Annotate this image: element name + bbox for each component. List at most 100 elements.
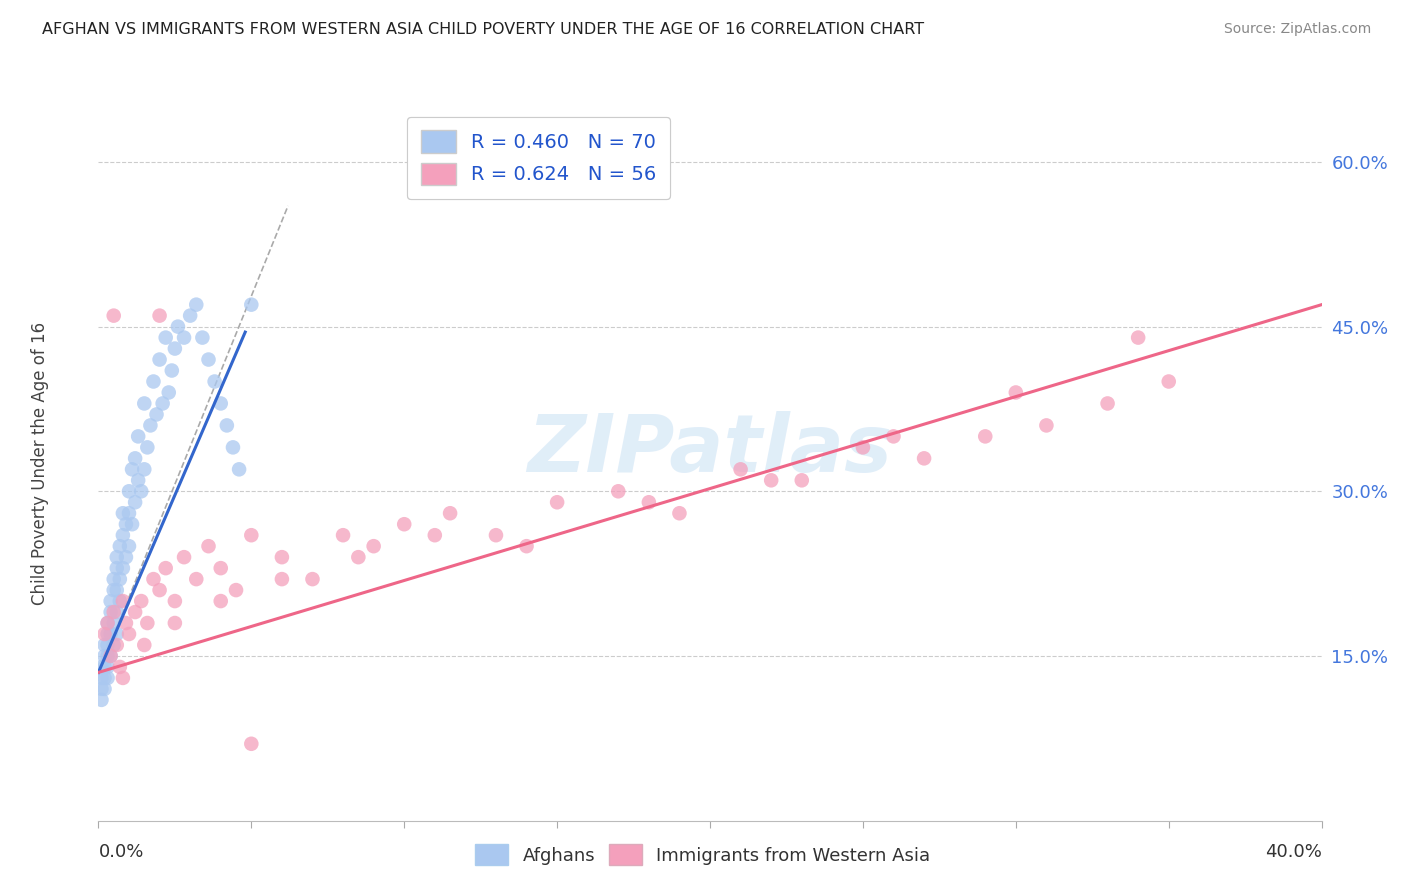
- Text: ZIPatlas: ZIPatlas: [527, 410, 893, 489]
- Point: [115, 615, 138, 630]
- Point: [93, 660, 115, 674]
- Point: [111, 594, 134, 608]
- Point: [100, 648, 122, 663]
- Point: [97, 648, 120, 663]
- Point: [105, 638, 128, 652]
- Point: [1128, 330, 1150, 344]
- Point: [173, 550, 195, 565]
- Point: [790, 473, 813, 487]
- Point: [108, 594, 131, 608]
- Point: [100, 594, 122, 608]
- Point: [103, 638, 125, 652]
- Point: [127, 473, 149, 487]
- Point: [186, 572, 208, 586]
- Point: [163, 615, 186, 630]
- Point: [108, 660, 131, 674]
- Point: [93, 627, 115, 641]
- Point: [179, 309, 201, 323]
- Point: [883, 429, 905, 443]
- Point: [129, 484, 152, 499]
- Point: [209, 561, 232, 575]
- Point: [105, 605, 128, 619]
- Point: [142, 572, 165, 586]
- Point: [1097, 396, 1119, 410]
- Point: [124, 495, 146, 509]
- Point: [228, 462, 250, 476]
- Point: [97, 627, 120, 641]
- Point: [186, 298, 208, 312]
- Point: [136, 615, 159, 630]
- Point: [105, 561, 128, 575]
- Point: [136, 441, 159, 455]
- Text: Source: ZipAtlas.com: Source: ZipAtlas.com: [1223, 22, 1371, 37]
- Point: [97, 638, 120, 652]
- Point: [439, 506, 461, 520]
- Text: 0.0%: 0.0%: [98, 843, 143, 861]
- Point: [90, 671, 112, 685]
- Point: [111, 528, 134, 542]
- Point: [163, 342, 186, 356]
- Point: [145, 408, 167, 422]
- Point: [222, 441, 245, 455]
- Point: [121, 517, 143, 532]
- Point: [423, 528, 446, 542]
- Point: [93, 648, 115, 663]
- Point: [270, 572, 292, 586]
- Point: [1035, 418, 1057, 433]
- Point: [115, 517, 138, 532]
- Point: [197, 352, 219, 367]
- Point: [103, 309, 125, 323]
- Point: [167, 319, 190, 334]
- Text: Child Poverty Under the Age of 16: Child Poverty Under the Age of 16: [31, 322, 49, 606]
- Point: [142, 375, 165, 389]
- Point: [347, 550, 370, 565]
- Point: [118, 539, 141, 553]
- Point: [1004, 385, 1026, 400]
- Point: [215, 418, 238, 433]
- Point: [103, 615, 125, 630]
- Point: [485, 528, 508, 542]
- Point: [240, 737, 263, 751]
- Point: [127, 429, 149, 443]
- Point: [111, 506, 134, 520]
- Point: [173, 330, 195, 344]
- Point: [129, 594, 152, 608]
- Point: [90, 660, 112, 674]
- Point: [100, 627, 122, 641]
- Point: [209, 594, 232, 608]
- Point: [852, 441, 875, 455]
- Point: [97, 671, 120, 685]
- Point: [974, 429, 997, 443]
- Point: [191, 330, 214, 344]
- Point: [607, 484, 630, 499]
- Point: [115, 550, 138, 565]
- Point: [93, 681, 115, 696]
- Point: [155, 330, 177, 344]
- Point: [124, 451, 146, 466]
- Point: [103, 605, 125, 619]
- Point: [209, 396, 232, 410]
- Point: [121, 462, 143, 476]
- Point: [97, 660, 120, 674]
- Point: [668, 506, 690, 520]
- Point: [270, 550, 292, 565]
- Point: [111, 671, 134, 685]
- Point: [90, 693, 112, 707]
- Text: 40.0%: 40.0%: [1265, 843, 1322, 861]
- Point: [93, 671, 115, 685]
- Point: [118, 484, 141, 499]
- Point: [103, 583, 125, 598]
- Point: [157, 385, 180, 400]
- Point: [118, 506, 141, 520]
- Point: [392, 517, 416, 532]
- Point: [546, 495, 568, 509]
- Point: [637, 495, 661, 509]
- Point: [105, 627, 128, 641]
- Point: [108, 539, 131, 553]
- Point: [332, 528, 354, 542]
- Point: [240, 528, 263, 542]
- Point: [730, 462, 752, 476]
- Point: [134, 462, 156, 476]
- Legend: Afghans, Immigrants from Western Asia: Afghans, Immigrants from Western Asia: [467, 835, 939, 874]
- Point: [100, 605, 122, 619]
